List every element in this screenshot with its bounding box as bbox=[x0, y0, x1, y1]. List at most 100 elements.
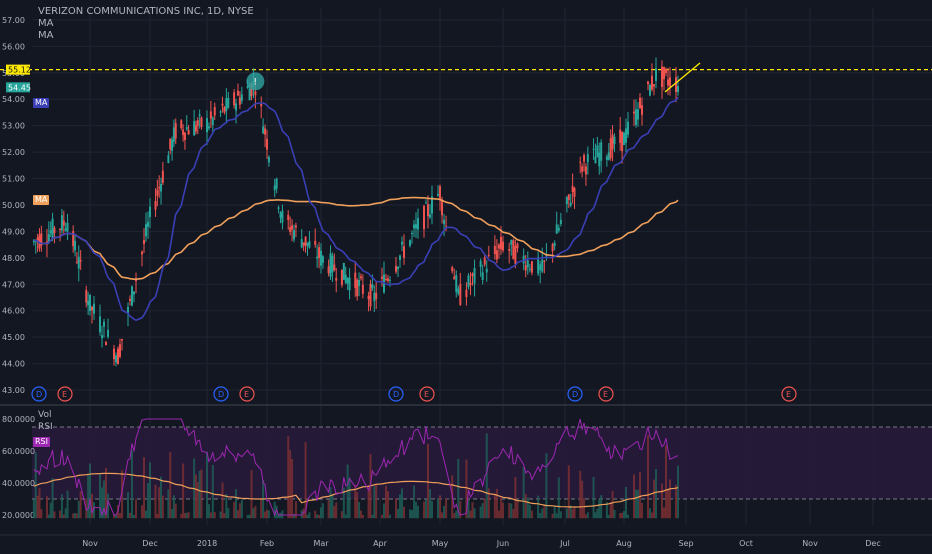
candle-body bbox=[371, 284, 374, 289]
volume-bar bbox=[623, 511, 625, 519]
earnings-marker[interactable] bbox=[239, 386, 255, 402]
volume-bar bbox=[174, 503, 177, 519]
price-tick-label: 52.00 bbox=[2, 148, 25, 157]
candle-body bbox=[185, 127, 188, 130]
volume-bar bbox=[508, 502, 511, 519]
candle-body bbox=[193, 121, 196, 136]
volume-bar bbox=[361, 514, 364, 519]
volume-bar bbox=[64, 508, 67, 519]
volume-bar bbox=[635, 489, 637, 519]
volume-bar bbox=[207, 504, 210, 519]
volume-bar bbox=[510, 503, 513, 519]
event-marker-label: D bbox=[218, 390, 224, 399]
candle-body bbox=[625, 128, 627, 143]
volume-bar bbox=[320, 507, 322, 519]
candle-body bbox=[375, 292, 378, 300]
candle-body bbox=[327, 266, 330, 274]
volume-bar bbox=[397, 508, 399, 519]
candle-body bbox=[537, 257, 540, 274]
volume-bar bbox=[156, 513, 159, 519]
candle-body bbox=[502, 241, 504, 251]
volume-bar bbox=[308, 512, 311, 519]
candle-body bbox=[233, 92, 236, 106]
ma-legend-1[interactable]: MA bbox=[38, 18, 54, 29]
earnings-marker[interactable] bbox=[598, 386, 614, 402]
ma-legend-2[interactable]: MA bbox=[38, 30, 54, 41]
dividend-marker[interactable] bbox=[388, 386, 404, 402]
candle-body bbox=[145, 224, 147, 237]
candle-body bbox=[526, 260, 529, 268]
candle-body bbox=[318, 247, 321, 258]
candle-body bbox=[401, 241, 403, 245]
candle-body bbox=[281, 210, 284, 223]
candle-body bbox=[553, 242, 556, 246]
candle-body bbox=[200, 117, 203, 127]
volume-bar bbox=[625, 486, 627, 519]
volume-bar bbox=[87, 475, 90, 519]
volume-bar bbox=[209, 512, 212, 519]
ma-fast-line[interactable] bbox=[33, 96, 679, 322]
earnings-marker[interactable] bbox=[781, 386, 797, 402]
volume-bar bbox=[573, 507, 576, 519]
volume-bar bbox=[250, 470, 253, 519]
candle-body bbox=[635, 109, 637, 125]
volume-bar bbox=[77, 500, 80, 519]
candle-body bbox=[221, 103, 224, 106]
candle-body bbox=[64, 228, 67, 231]
candle-body bbox=[647, 81, 649, 85]
candle-body bbox=[471, 273, 474, 277]
rsi-line[interactable] bbox=[33, 418, 679, 517]
volume-bar bbox=[89, 463, 91, 519]
volume-bar bbox=[499, 497, 502, 519]
volume-bar bbox=[655, 468, 657, 519]
volume-bar bbox=[395, 498, 397, 519]
candle-body bbox=[581, 166, 584, 172]
volume-bar bbox=[415, 501, 417, 519]
candle-body bbox=[429, 214, 431, 218]
volume-bar bbox=[522, 467, 525, 519]
volume-bar bbox=[167, 489, 170, 519]
price-tick-label: 49.00 bbox=[2, 227, 25, 236]
candle-body bbox=[206, 118, 208, 133]
volume-bar bbox=[649, 508, 651, 519]
candle-body bbox=[397, 267, 399, 270]
volume-bar bbox=[677, 465, 679, 519]
dividend-marker[interactable] bbox=[31, 386, 47, 402]
candle-body bbox=[135, 279, 137, 282]
candle-body bbox=[302, 242, 305, 246]
volume-bar bbox=[275, 505, 278, 519]
candle-body bbox=[49, 230, 52, 234]
candle-body bbox=[344, 274, 347, 283]
volume-bar bbox=[198, 470, 201, 519]
volume-bar bbox=[669, 479, 671, 519]
volume-bar bbox=[653, 479, 655, 519]
time-axis-label: 2018 bbox=[197, 539, 217, 548]
candle-body bbox=[62, 220, 65, 226]
trend-line-drawing[interactable] bbox=[664, 62, 701, 93]
candle-body bbox=[79, 260, 82, 262]
candle-body bbox=[213, 107, 216, 116]
volume-bar bbox=[514, 476, 517, 519]
volume-bar bbox=[539, 512, 542, 519]
candle-body bbox=[423, 205, 425, 230]
earnings-marker[interactable] bbox=[419, 386, 435, 402]
event-marker-label: E bbox=[62, 390, 67, 399]
volume-bar bbox=[661, 483, 663, 519]
rsi-legend[interactable]: RSI bbox=[38, 422, 53, 432]
candle-body bbox=[613, 136, 616, 145]
volume-bar bbox=[161, 495, 164, 519]
candle-body bbox=[455, 275, 458, 293]
vol-legend[interactable]: Vol bbox=[38, 410, 52, 420]
dividend-marker[interactable] bbox=[567, 386, 583, 402]
candle-body bbox=[367, 295, 370, 300]
highlight-marker[interactable] bbox=[246, 72, 265, 91]
candle-body bbox=[649, 84, 651, 96]
volume-bar bbox=[32, 499, 35, 519]
dividend-marker[interactable] bbox=[213, 386, 229, 402]
candle-body bbox=[172, 127, 175, 142]
ma-slow-line[interactable] bbox=[33, 196, 679, 280]
earnings-marker[interactable] bbox=[57, 386, 73, 402]
volume-bar bbox=[627, 514, 629, 519]
